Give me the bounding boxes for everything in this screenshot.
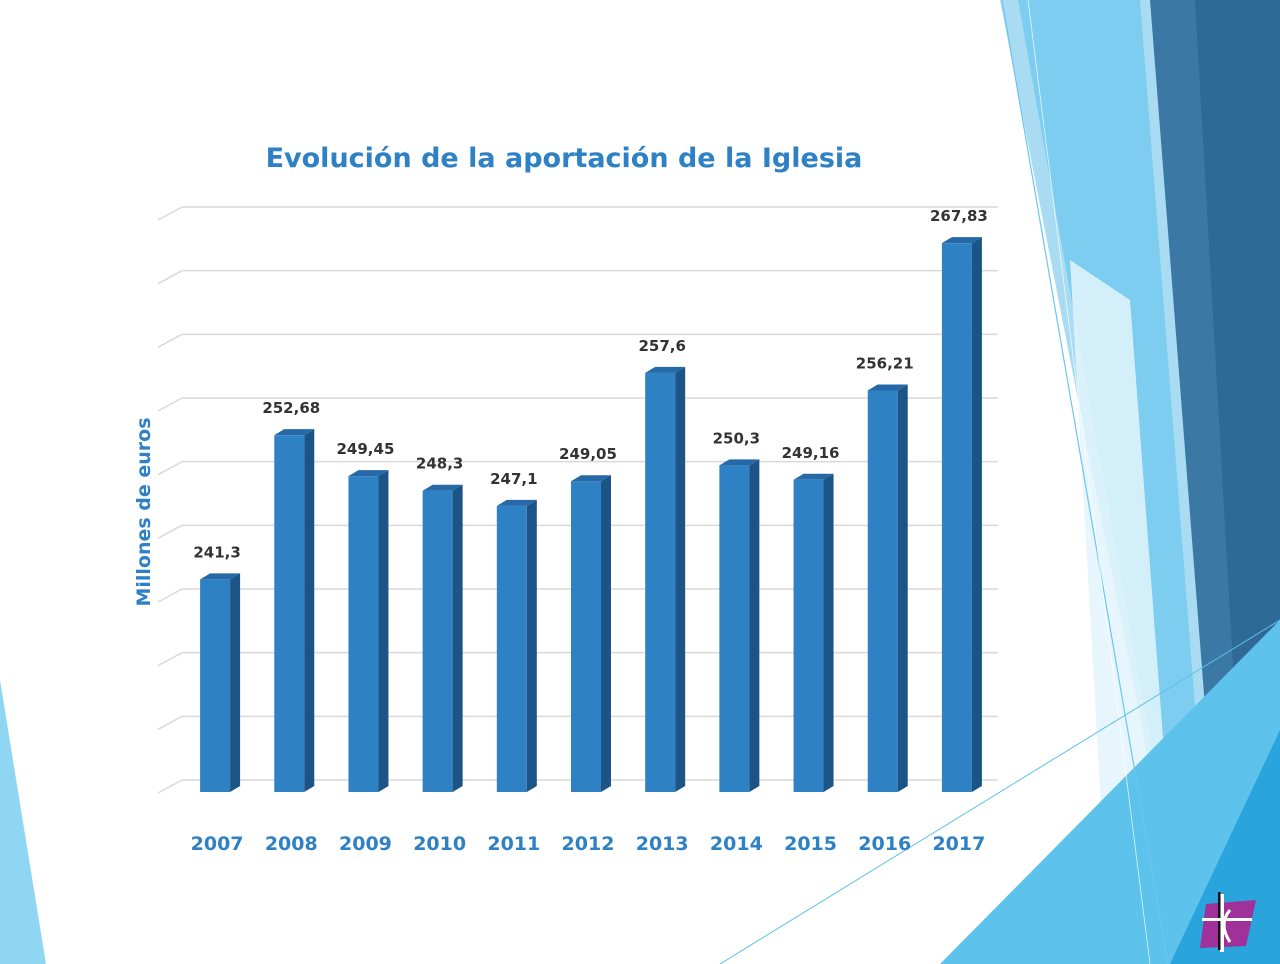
- x-tick-label-2011: 2011: [487, 833, 540, 855]
- bar-2012: [571, 475, 611, 792]
- x-tick-label-2009: 2009: [339, 833, 392, 855]
- bar-2010: [422, 484, 463, 792]
- gridline: [157, 397, 998, 412]
- bar-2013: [645, 366, 686, 792]
- x-tick-label-2016: 2016: [858, 833, 911, 855]
- cross-logo-icon: [1200, 892, 1256, 952]
- value-label-2016: 256,21: [856, 354, 914, 372]
- bar-2008: [274, 429, 315, 792]
- x-tick-label-2010: 2010: [413, 833, 466, 855]
- gridline: [157, 333, 998, 348]
- x-tick-label-2015: 2015: [784, 833, 837, 855]
- x-tick-label-2012: 2012: [562, 833, 615, 855]
- bar-2017: [941, 237, 982, 793]
- bar-2011: [496, 499, 537, 792]
- x-tick-label-2013: 2013: [636, 833, 689, 855]
- bar-2014: [719, 459, 760, 792]
- bar-2016: [867, 384, 908, 792]
- x-tick-label-2014: 2014: [710, 833, 763, 855]
- value-label-2008: 252,68: [262, 399, 320, 417]
- x-tick-label-2008: 2008: [265, 833, 318, 855]
- value-label-2012: 249,05: [559, 445, 617, 463]
- bar-2015: [793, 473, 834, 792]
- value-label-2013: 257,6: [638, 337, 685, 355]
- value-label-2007: 241,3: [193, 543, 240, 561]
- x-tick-label-2007: 2007: [191, 833, 244, 855]
- x-tick-label-2017: 2017: [932, 833, 985, 855]
- gridline: [157, 460, 998, 476]
- bar-2007: [200, 573, 241, 792]
- gridline: [157, 269, 998, 285]
- value-label-2011: 247,1: [490, 470, 537, 488]
- value-label-2014: 250,3: [713, 429, 760, 447]
- gridline: [157, 206, 998, 221]
- chart-title: Evolución de la aportación de la Iglesia: [265, 143, 863, 174]
- value-label-2017: 267,83: [930, 207, 988, 225]
- value-label-2009: 249,45: [337, 440, 395, 458]
- bar-2009: [348, 470, 389, 792]
- value-label-2010: 248,3: [416, 455, 463, 473]
- value-label-2015: 249,16: [782, 444, 840, 462]
